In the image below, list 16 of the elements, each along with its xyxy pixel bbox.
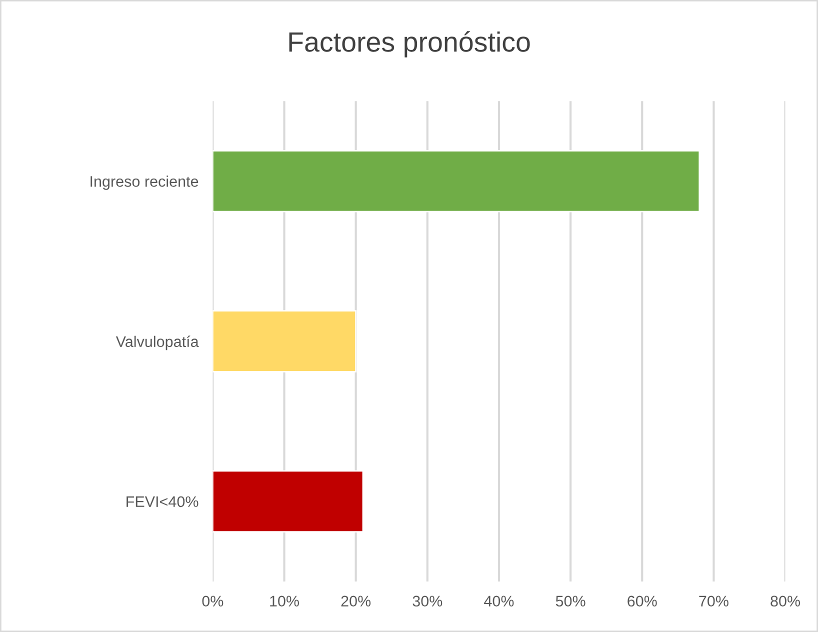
- y-tick-label: Ingreso reciente: [90, 176, 198, 190]
- x-tick-label: 40%: [484, 596, 514, 607]
- x-tick-label: 60%: [628, 596, 657, 607]
- x-tick-label: 70%: [699, 596, 728, 607]
- x-tick-label: 30%: [412, 596, 442, 607]
- x-tick-label: 80%: [770, 596, 800, 607]
- x-tick-label: 50%: [556, 596, 586, 607]
- x-tick-label: 10%: [270, 596, 299, 607]
- bar: [212, 470, 364, 532]
- x-tick-label: 20%: [341, 596, 371, 607]
- y-tick-label: FEVI<40%: [126, 496, 198, 508]
- bar: [212, 310, 357, 372]
- bar: [212, 150, 700, 212]
- chart-title: Factores pronóstico: [289, 31, 530, 58]
- y-tick-label: Valvulopatía: [116, 336, 199, 350]
- x-tick-label: 0%: [202, 596, 224, 607]
